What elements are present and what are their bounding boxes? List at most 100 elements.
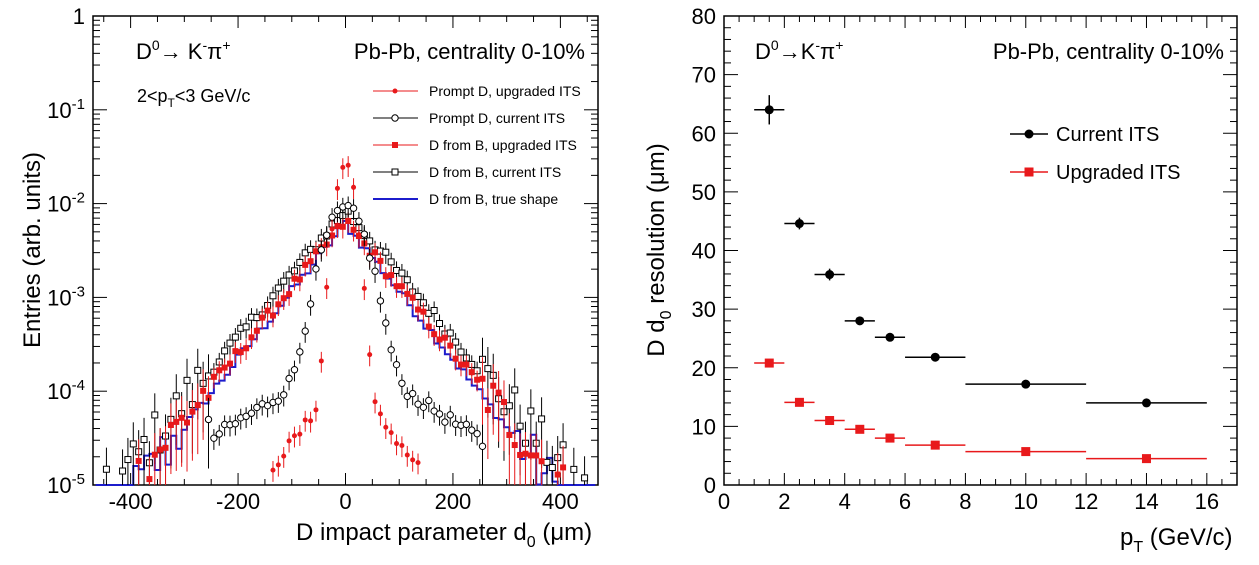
series-d-from-b-current-point bbox=[226, 339, 234, 347]
left-y-axis-title: Entries (arb. units) bbox=[19, 152, 46, 348]
series-prompt-d-current-point bbox=[398, 379, 406, 387]
series-d-from-b-upgraded-point bbox=[296, 276, 303, 283]
legend-label: Upgraded ITS bbox=[1056, 162, 1181, 184]
series-d-from-b-upgraded-point bbox=[291, 275, 298, 282]
series-d-from-b-current-point bbox=[570, 465, 578, 473]
series-d-from-b-upgraded-point bbox=[398, 283, 405, 290]
right-decay-label: D0→K-π+ bbox=[755, 37, 843, 64]
series-prompt-d-upgraded-point bbox=[399, 442, 405, 448]
x-tick-label: 8 bbox=[959, 489, 971, 514]
series-prompt-d-current-point bbox=[253, 403, 261, 412]
legend-marker bbox=[392, 142, 398, 148]
series-d-from-b-current-point bbox=[403, 276, 411, 284]
series-d-from-b-upgraded-point bbox=[232, 348, 239, 355]
series-prompt-d-current-point bbox=[435, 410, 444, 418]
y-tick-label: 10 bbox=[692, 414, 716, 439]
series-d-from-b-upgraded-point bbox=[415, 306, 422, 313]
series-prompt-d-upgraded-point bbox=[313, 407, 319, 413]
series-d-from-b-upgraded-point bbox=[248, 334, 255, 341]
series-prompt-d-current-point bbox=[387, 346, 395, 354]
series-d-from-b-upgraded-point bbox=[275, 301, 282, 308]
series-prompt-d-upgraded-point bbox=[340, 164, 346, 170]
series-prompt-d-upgraded-point bbox=[324, 284, 330, 290]
series-prompt-d-upgraded-point bbox=[388, 430, 394, 436]
series-d-from-b-current-point bbox=[414, 292, 422, 300]
series-d-from-b-upgraded-point bbox=[458, 361, 465, 368]
series-d-from-b-upgraded-point bbox=[436, 336, 443, 343]
series-d-from-b-current-point bbox=[242, 323, 250, 331]
series-prompt-d-current-point bbox=[204, 415, 213, 424]
series-d-from-b-upgraded-point bbox=[527, 452, 534, 459]
series-d-from-b-upgraded-point bbox=[334, 223, 341, 230]
series-d-from-b-upgraded-point bbox=[533, 452, 540, 459]
x-tick-label: 0 bbox=[718, 489, 730, 514]
left-x-axis-title: D impact parameter d0 (μm) bbox=[296, 519, 592, 551]
series-d-from-b-current-point bbox=[269, 292, 277, 300]
series-prompt-d-upgraded-point bbox=[415, 460, 421, 466]
legend-marker bbox=[392, 88, 398, 94]
series-prompt-d-upgraded-point bbox=[286, 438, 292, 444]
series-d-from-b-upgraded-point bbox=[500, 399, 507, 406]
series-d-from-b-upgraded-point bbox=[200, 387, 207, 394]
series-prompt-d-current-point bbox=[473, 429, 481, 438]
series-prompt-d-current-point bbox=[274, 397, 283, 405]
series-prompt-d-current-point bbox=[328, 213, 336, 221]
series-prompt-d-upgraded-point bbox=[377, 411, 383, 417]
series-upgraded-its-point bbox=[930, 440, 940, 450]
series-d-from-b-upgraded-point bbox=[452, 355, 459, 362]
series-d-from-b-upgraded-point bbox=[372, 249, 379, 256]
series-d-from-b-upgraded-point bbox=[468, 369, 475, 376]
series-d-from-b-current-point bbox=[538, 415, 546, 423]
series-upgraded-its-point bbox=[825, 416, 835, 426]
series-prompt-d-upgraded-point bbox=[302, 417, 308, 423]
legend-label: D from B, upgraded ITS bbox=[429, 137, 577, 153]
series-prompt-d-upgraded-point bbox=[345, 162, 351, 168]
y-tick-label: 10-3 bbox=[47, 283, 85, 310]
legend-label: Current ITS bbox=[1056, 124, 1159, 146]
series-prompt-d-current-point bbox=[280, 391, 288, 399]
y-tick-label-base: 1 bbox=[73, 4, 85, 29]
series-d-from-b-current-point bbox=[452, 338, 460, 346]
series-d-from-b-upgraded-point bbox=[269, 312, 276, 319]
y-tick-label: 30 bbox=[692, 297, 716, 322]
series-prompt-d-current-point bbox=[468, 426, 476, 434]
right-data-points bbox=[754, 95, 1207, 464]
series-current-its-point bbox=[885, 332, 895, 342]
series-prompt-d-current-point bbox=[231, 420, 240, 428]
series-prompt-d-current-point bbox=[317, 246, 326, 254]
x-tick-label: 400 bbox=[542, 489, 579, 514]
series-d-from-b-upgraded-point bbox=[302, 261, 309, 268]
right-legend: Current ITS Upgraded ITS bbox=[1010, 124, 1181, 184]
series-prompt-d-current-point bbox=[441, 418, 449, 426]
series-d-from-b-upgraded-point bbox=[259, 314, 266, 321]
series-upgraded-its-point bbox=[885, 433, 895, 443]
series-prompt-d-current-point bbox=[462, 420, 471, 429]
series-d-from-b-current-point bbox=[296, 258, 304, 266]
series-prompt-d-upgraded-point bbox=[372, 399, 378, 405]
series-d-from-b-upgraded-point bbox=[194, 402, 201, 409]
series-prompt-d-current-point bbox=[296, 348, 304, 356]
series-d-from-b-upgraded-point bbox=[243, 345, 250, 352]
left-pt-range-label: 2<pT<3 GeV/c bbox=[137, 86, 250, 110]
series-prompt-d-current-point bbox=[419, 403, 428, 411]
series-prompt-d-current-point bbox=[301, 327, 309, 335]
series-d-from-b-current-point bbox=[511, 386, 519, 394]
series-d-from-b-upgraded-point bbox=[184, 419, 191, 426]
series-d-from-b-upgraded-point bbox=[382, 273, 389, 280]
series-d-from-b-current-point bbox=[194, 366, 202, 374]
right-system-label: Pb-Pb, centrality 0-10% bbox=[993, 39, 1224, 64]
series-prompt-d-current-point bbox=[285, 374, 293, 383]
y-tick-label: 40 bbox=[692, 239, 716, 264]
series-d-from-b-current-point bbox=[183, 376, 191, 384]
series-prompt-d-current-point bbox=[306, 300, 315, 308]
left-decay-label: D0→ K-π+ bbox=[136, 37, 231, 64]
series-d-from-b-current-point bbox=[124, 456, 132, 464]
series-d-from-b-upgraded-point bbox=[495, 389, 502, 396]
x-tick-label: -200 bbox=[216, 489, 260, 514]
series-prompt-d-current-point bbox=[215, 430, 223, 438]
series-d-from-b-upgraded-point bbox=[162, 444, 169, 451]
series-d-from-b-current-point bbox=[129, 440, 137, 448]
series-prompt-d-upgraded-point bbox=[281, 453, 287, 459]
